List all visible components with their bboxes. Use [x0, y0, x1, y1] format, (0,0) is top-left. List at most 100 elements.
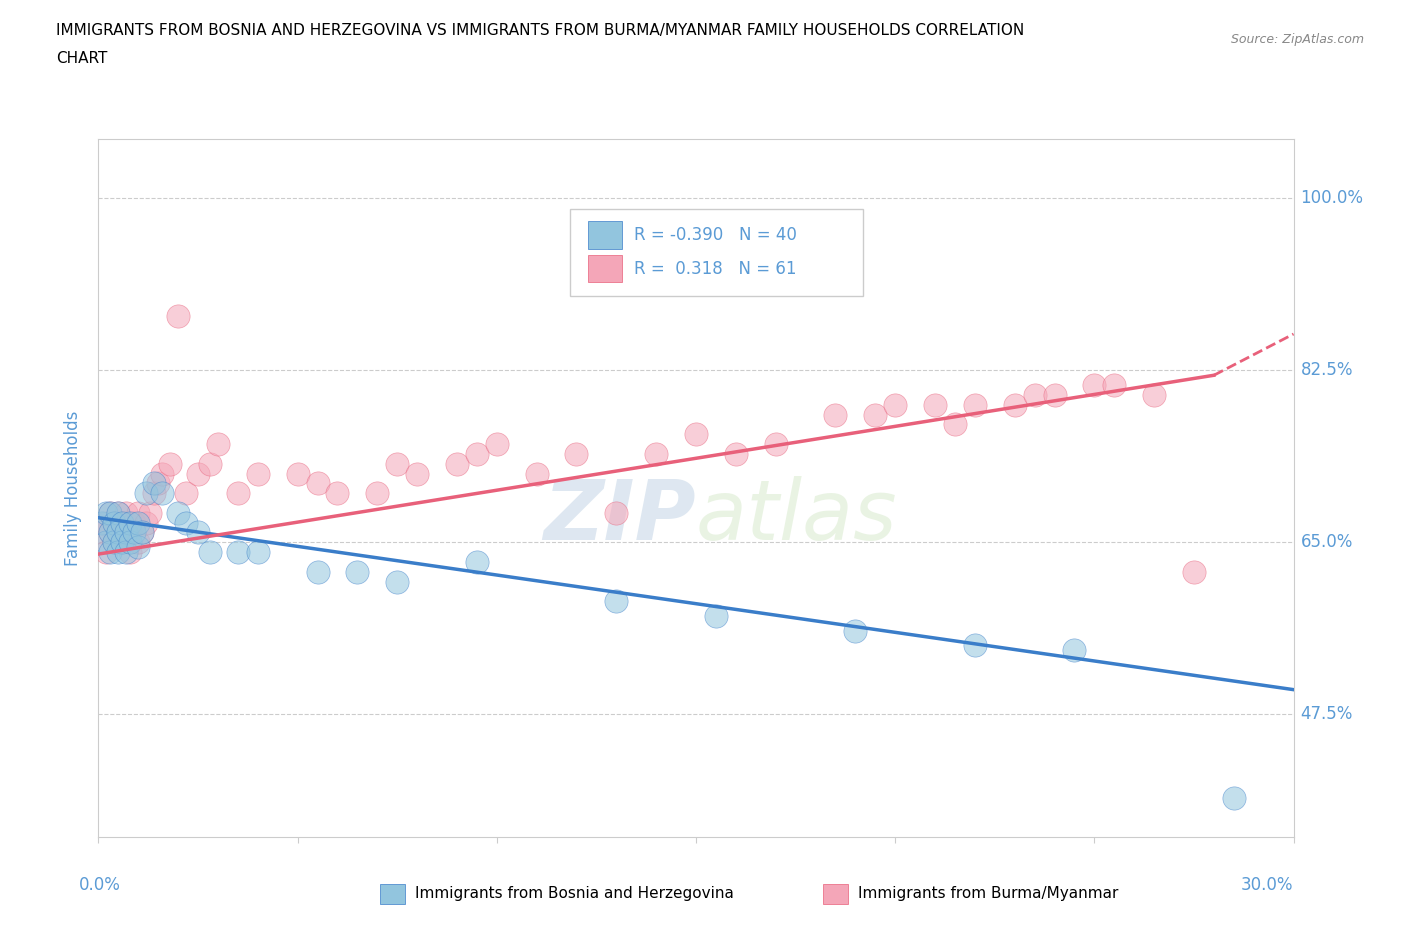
Point	[107, 545, 129, 560]
Point	[1043, 388, 1066, 403]
Point	[115, 505, 138, 520]
Point	[115, 515, 138, 530]
Point	[107, 505, 129, 520]
Point	[98, 525, 122, 540]
Point	[120, 525, 142, 540]
Point	[103, 515, 125, 530]
Point	[103, 515, 125, 530]
Point	[96, 545, 118, 560]
Point	[159, 457, 181, 472]
Point	[465, 446, 488, 461]
Point	[1102, 378, 1125, 392]
Point	[465, 554, 488, 569]
Point	[863, 407, 886, 422]
Text: 65.0%: 65.0%	[1301, 533, 1353, 551]
Point	[765, 436, 787, 451]
Point	[187, 525, 209, 540]
Text: atlas: atlas	[696, 475, 897, 557]
Point	[96, 505, 118, 520]
Point	[127, 505, 149, 520]
Point	[704, 608, 727, 623]
Point	[943, 417, 966, 432]
Point	[1182, 565, 1205, 579]
Point	[1083, 378, 1105, 392]
FancyBboxPatch shape	[380, 884, 405, 904]
Point	[127, 515, 149, 530]
Point	[446, 457, 468, 472]
FancyBboxPatch shape	[589, 221, 621, 249]
Point	[685, 427, 707, 442]
FancyBboxPatch shape	[571, 209, 863, 297]
Point	[124, 525, 146, 540]
Point	[346, 565, 368, 579]
Point	[107, 525, 129, 540]
Point	[645, 446, 668, 461]
Text: R =  0.318   N = 61: R = 0.318 N = 61	[634, 259, 796, 277]
Point	[124, 515, 146, 530]
Point	[120, 535, 142, 550]
Point	[120, 515, 142, 530]
Point	[139, 505, 162, 520]
Point	[1143, 388, 1166, 403]
Point	[98, 505, 122, 520]
FancyBboxPatch shape	[823, 884, 848, 904]
Point	[385, 574, 409, 589]
Text: Source: ZipAtlas.com: Source: ZipAtlas.com	[1230, 33, 1364, 46]
Point	[103, 535, 125, 550]
Point	[187, 466, 209, 481]
Point	[150, 485, 173, 500]
Text: 100.0%: 100.0%	[1301, 190, 1364, 207]
Point	[226, 545, 249, 560]
Point	[924, 397, 946, 412]
Point	[115, 525, 138, 540]
Point	[91, 525, 114, 540]
Text: 30.0%: 30.0%	[1241, 876, 1294, 895]
Point	[107, 505, 129, 520]
Point	[143, 476, 166, 491]
Text: ZIP: ZIP	[543, 475, 696, 557]
Point	[963, 397, 986, 412]
FancyBboxPatch shape	[589, 255, 621, 283]
Point	[167, 505, 190, 520]
Point	[143, 485, 166, 500]
Point	[135, 515, 157, 530]
Point	[98, 525, 122, 540]
Text: 47.5%: 47.5%	[1301, 705, 1353, 724]
Point	[111, 515, 134, 530]
Point	[174, 485, 197, 500]
Point	[605, 593, 627, 608]
Point	[406, 466, 429, 481]
Point	[127, 539, 149, 554]
Point	[198, 545, 221, 560]
Point	[1063, 643, 1085, 658]
Point	[605, 505, 627, 520]
Point	[174, 515, 197, 530]
Point	[111, 535, 134, 550]
Point	[226, 485, 249, 500]
Point	[485, 436, 508, 451]
Point	[844, 623, 866, 638]
Point	[207, 436, 229, 451]
Text: 0.0%: 0.0%	[79, 876, 121, 895]
Point	[96, 515, 118, 530]
Point	[98, 505, 122, 520]
Point	[103, 535, 125, 550]
Text: IMMIGRANTS FROM BOSNIA AND HERZEGOVINA VS IMMIGRANTS FROM BURMA/MYANMAR FAMILY H: IMMIGRANTS FROM BOSNIA AND HERZEGOVINA V…	[56, 23, 1025, 38]
Point	[150, 466, 173, 481]
Point	[111, 525, 134, 540]
Point	[91, 515, 114, 530]
Y-axis label: Family Households: Family Households	[65, 410, 83, 566]
Point	[526, 466, 548, 481]
Text: CHART: CHART	[56, 51, 108, 66]
Text: R = -0.390   N = 40: R = -0.390 N = 40	[634, 226, 797, 244]
Point	[385, 457, 409, 472]
Point	[107, 525, 129, 540]
Point	[120, 545, 142, 560]
Point	[307, 476, 329, 491]
Point	[148, 476, 170, 491]
Point	[111, 535, 134, 550]
Point	[198, 457, 221, 472]
Point	[963, 638, 986, 653]
Point	[366, 485, 388, 500]
Point	[326, 485, 349, 500]
